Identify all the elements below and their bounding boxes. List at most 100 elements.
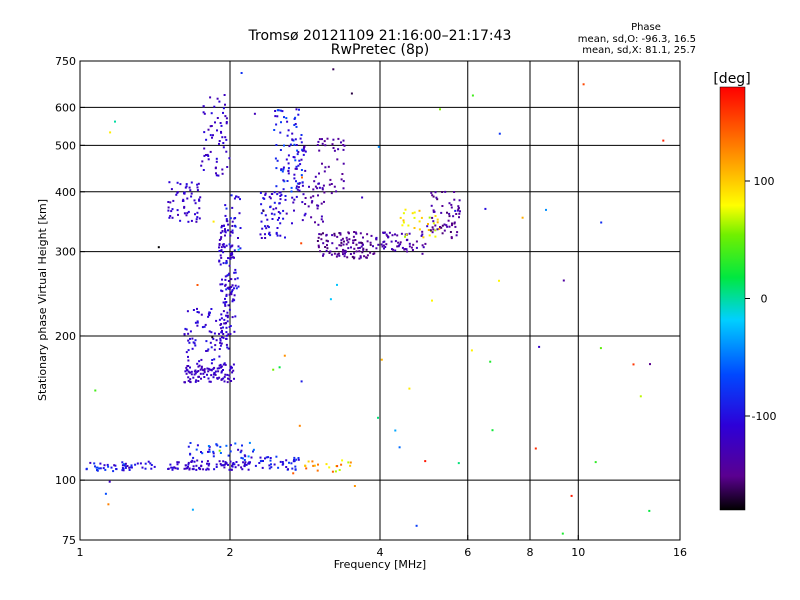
data-point [232, 363, 235, 366]
data-point [337, 148, 340, 151]
data-point [336, 465, 339, 468]
data-point [226, 287, 229, 290]
data-point [600, 221, 603, 224]
data-point [272, 208, 275, 211]
data-point [121, 469, 124, 472]
data-point [227, 304, 230, 307]
data-point [278, 191, 281, 194]
data-point [279, 191, 282, 194]
data-point [231, 231, 234, 234]
data-point [171, 468, 174, 471]
data-point [342, 248, 344, 251]
data-point [232, 256, 235, 259]
data-point [216, 97, 219, 100]
data-point [185, 185, 188, 188]
data-point [328, 183, 331, 186]
data-point [293, 143, 296, 146]
x-tick-label: 4 [377, 546, 384, 559]
data-point [229, 325, 232, 327]
data-point [233, 377, 235, 380]
data-point [224, 214, 227, 217]
data-point [187, 461, 190, 464]
data-point [196, 362, 199, 365]
data-point [295, 165, 298, 168]
data-point [391, 248, 393, 251]
data-point [198, 207, 201, 210]
data-point [227, 454, 230, 457]
data-point [291, 138, 294, 141]
data-point [220, 226, 223, 229]
data-point [362, 247, 365, 250]
data-point [279, 198, 282, 201]
data-point [348, 238, 351, 241]
data-point [212, 134, 214, 137]
data-point [457, 207, 460, 209]
data-point [444, 190, 447, 193]
data-point [259, 191, 262, 194]
data-point [294, 167, 297, 170]
data-point [264, 192, 267, 195]
data-point [222, 251, 225, 254]
data-point [322, 220, 324, 223]
data-point [189, 442, 192, 444]
data-point [239, 227, 242, 229]
data-point [200, 367, 203, 370]
data-point [382, 232, 385, 234]
data-point [362, 248, 365, 251]
data-point [109, 131, 112, 134]
data-point [236, 277, 239, 280]
data-point [287, 154, 290, 157]
data-point [342, 139, 345, 142]
data-point [352, 257, 355, 260]
data-point [208, 380, 211, 383]
data-point [269, 459, 272, 462]
data-point [333, 252, 336, 255]
data-point [209, 150, 212, 153]
data-point [212, 337, 215, 340]
data-point [295, 185, 298, 188]
data-point [288, 461, 290, 464]
data-point [209, 311, 211, 314]
data-point [227, 257, 229, 260]
data-point [304, 197, 307, 199]
data-point [314, 175, 317, 178]
data-point [296, 188, 299, 191]
data-point [346, 256, 349, 259]
data-point [223, 322, 226, 325]
data-point [382, 244, 385, 247]
data-point [193, 342, 196, 345]
data-point [220, 464, 223, 467]
data-point [220, 246, 223, 249]
data-point [209, 380, 212, 383]
x-axis-label: Frequency [MHz] [334, 558, 426, 571]
data-point [323, 170, 326, 173]
data-point [230, 194, 233, 197]
data-point [301, 176, 303, 179]
data-point [285, 459, 288, 462]
data-point [441, 205, 444, 207]
data-point [326, 247, 329, 250]
data-point [408, 245, 411, 248]
y-tick-label: 600 [55, 101, 76, 114]
x-tick-label: 8 [527, 546, 534, 559]
data-point [187, 220, 190, 223]
data-point [231, 252, 233, 254]
data-point [457, 205, 460, 208]
data-point [337, 252, 340, 255]
data-point [277, 211, 280, 213]
data-point [415, 240, 418, 243]
data-point [260, 203, 263, 206]
data-point [346, 239, 349, 242]
data-point [355, 243, 358, 246]
data-point [233, 271, 236, 274]
data-point [185, 351, 188, 354]
data-point [436, 221, 439, 224]
data-point [401, 224, 404, 227]
data-point [361, 242, 364, 245]
data-point [338, 254, 341, 257]
data-point [279, 131, 282, 134]
data-point [290, 462, 293, 465]
data-point [197, 370, 200, 372]
data-point [317, 194, 319, 197]
data-point [562, 279, 565, 282]
